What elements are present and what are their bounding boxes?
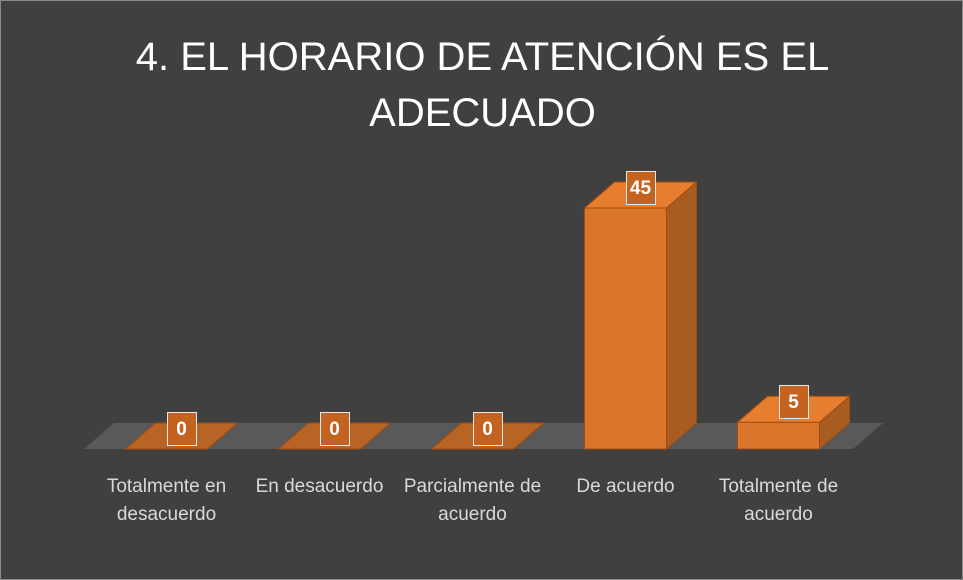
data-label: 0 — [319, 412, 350, 446]
data-label: 0 — [166, 412, 197, 446]
bar-side — [666, 180, 697, 451]
x-tick-label: En desacuerdo — [255, 476, 384, 497]
data-label: 5 — [778, 385, 809, 420]
data-label: 45 — [625, 171, 656, 205]
bar-front — [584, 207, 667, 450]
data-label: 0 — [472, 412, 503, 446]
bar-front — [737, 421, 820, 450]
x-tick-label: Parcialmente de acuerdo — [403, 476, 542, 525]
x-tick-label: Totalmente en desacuerdo — [106, 476, 227, 525]
x-tick-label: De acuerdo — [576, 476, 675, 497]
chart-title: 4. EL HORARIO DE ATENCIÓN ES EL ADECUADO — [135, 35, 830, 135]
x-tick-label: Totalmente de acuerdo — [718, 476, 839, 525]
bar — [583, 180, 698, 451]
